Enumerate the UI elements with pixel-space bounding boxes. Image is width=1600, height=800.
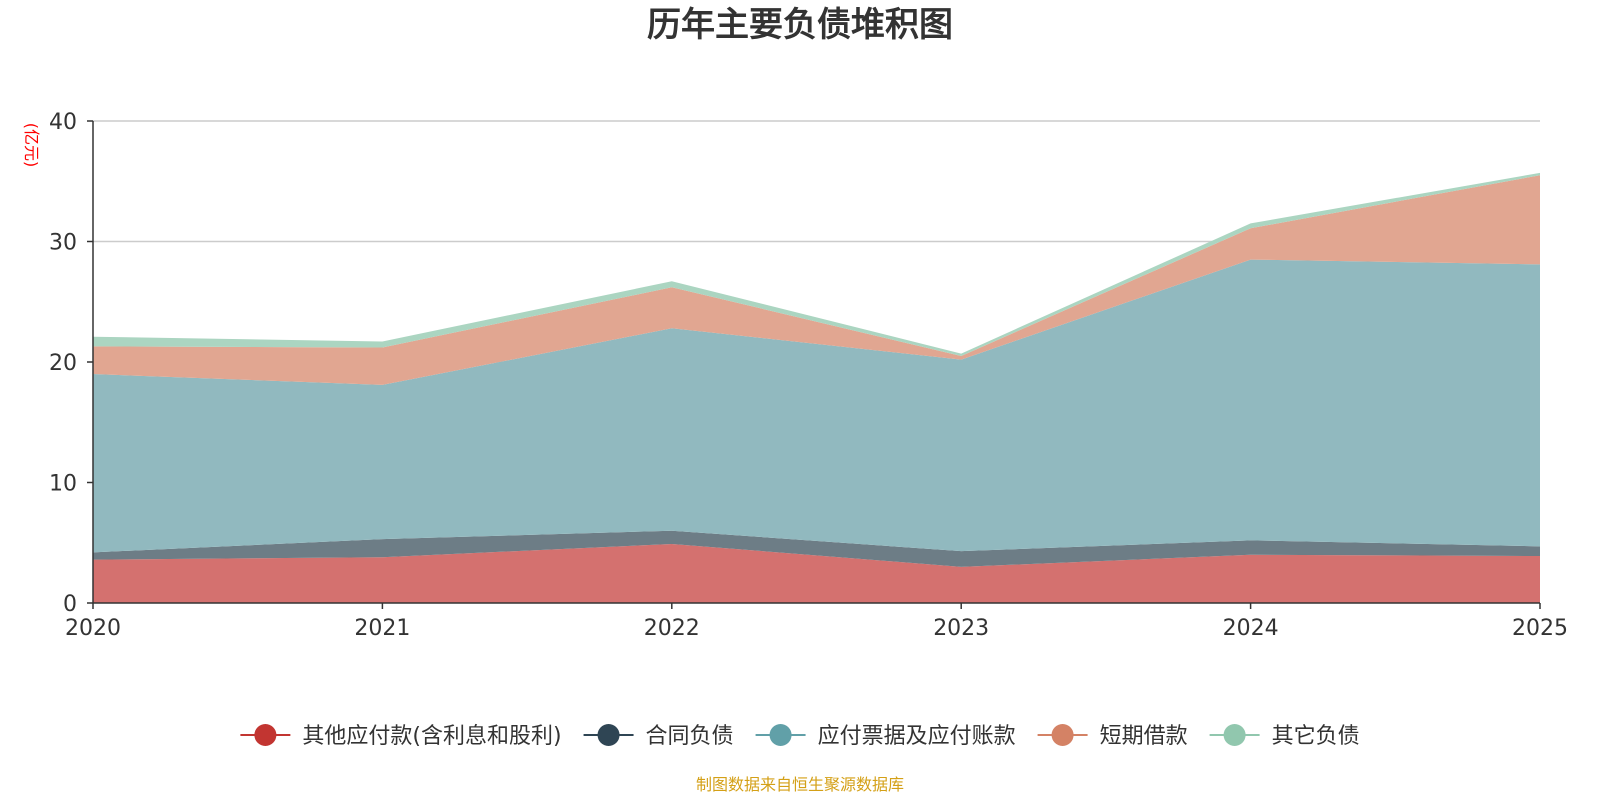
legend-item-4[interactable]: 短期借款 (1037, 724, 1188, 749)
y-tick-label-40: 40 (49, 110, 77, 135)
area-series-1 (93, 543, 1540, 603)
x-tick-label-2020: 2020 (65, 616, 121, 641)
chart-title: 历年主要负债堆积图 (647, 5, 953, 45)
y-tick-label-0: 0 (63, 592, 77, 617)
y-axis-unit-label: (亿元) (22, 123, 41, 168)
legend-label: 其它负债 (1272, 724, 1360, 749)
data-source-note: 制图数据来自恒生聚源数据库 (696, 775, 904, 794)
area-series-5 (93, 172, 1540, 356)
axes: 0 10 20 30 40 2020 2021 2022 2023 2024 2025 (49, 110, 1568, 641)
y-tick-label-30: 30 (49, 231, 77, 256)
x-tick-label-2025: 2025 (1512, 616, 1568, 641)
legend: 其他应付款(含利息和股利) 合同负债 应付票据及应付账款 短期借款 其它负债 (240, 724, 1360, 749)
legend-circle-icon (1051, 724, 1074, 746)
legend-label: 其他应付款(含利息和股利) (302, 724, 561, 749)
area-series-layer (93, 172, 1540, 603)
area-series-2 (93, 530, 1540, 567)
legend-circle-icon (597, 724, 620, 746)
legend-item-5[interactable]: 其它负债 (1209, 724, 1360, 749)
x-tick-label-2024: 2024 (1223, 616, 1279, 641)
legend-circle-icon (1223, 724, 1246, 746)
legend-item-3[interactable]: 应付票据及应付账款 (755, 724, 1016, 749)
x-tick-label-2021: 2021 (354, 616, 410, 641)
legend-circle-icon (254, 724, 277, 746)
area-series-4 (93, 175, 1540, 385)
x-tick-label-2023: 2023 (933, 616, 989, 641)
legend-label: 短期借款 (1100, 724, 1188, 749)
legend-circle-icon (769, 724, 792, 746)
x-tick-label-2022: 2022 (644, 616, 700, 641)
legend-label: 应付票据及应付账款 (818, 724, 1016, 749)
legend-label: 合同负债 (646, 724, 734, 749)
y-tick-label-20: 20 (49, 351, 77, 376)
legend-item-2[interactable]: 合同负债 (583, 724, 734, 749)
y-tick-label-10: 10 (49, 472, 77, 497)
area-series-3 (93, 259, 1540, 553)
legend-item-1[interactable]: 其他应付款(含利息和股利) (240, 724, 562, 749)
